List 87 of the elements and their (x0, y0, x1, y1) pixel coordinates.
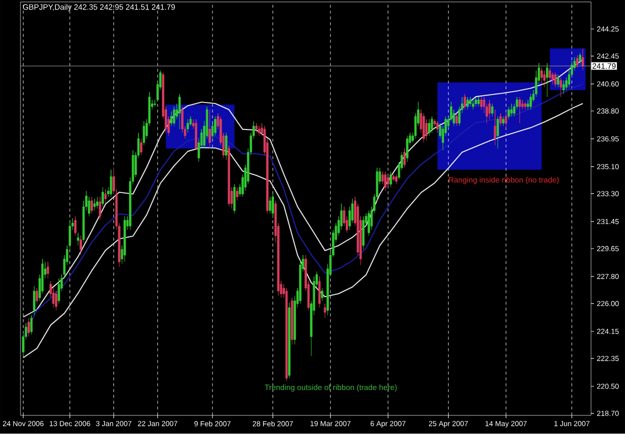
candlestick (288, 302, 290, 379)
candlestick (225, 132, 228, 160)
candlestick (491, 104, 494, 117)
candlestick (318, 276, 321, 308)
candlestick (30, 315, 33, 336)
candlestick (502, 116, 504, 126)
candlestick (508, 106, 510, 120)
candlestick (90, 196, 93, 214)
candlestick (406, 136, 408, 162)
candlestick (96, 196, 98, 209)
candlestick (504, 113, 508, 130)
candlestick (324, 304, 326, 318)
candlestick (390, 171, 392, 188)
candlestick (436, 121, 439, 134)
candlestick (258, 126, 260, 136)
candlestick (546, 62, 548, 98)
candlestick (430, 116, 434, 134)
candlestick (543, 70, 546, 88)
candlestick (93, 198, 96, 211)
candlestick (194, 119, 198, 151)
candlestick (562, 80, 565, 94)
candlestick (455, 113, 458, 126)
candlestick (480, 96, 482, 110)
candlestick (530, 94, 532, 110)
candlestick (466, 96, 469, 110)
candlestick (124, 216, 126, 262)
candlestick (140, 138, 142, 156)
candlestick (496, 116, 499, 149)
candlestick (233, 184, 236, 214)
candlestick (464, 94, 466, 110)
candlestick (384, 171, 386, 192)
candlestick (58, 278, 60, 304)
candlestick (386, 174, 390, 188)
candlestick (285, 288, 288, 382)
candlestick (469, 96, 472, 107)
candlestick (214, 116, 216, 136)
candlestick (368, 210, 370, 236)
candlestick (186, 119, 189, 134)
candlestick (488, 100, 491, 120)
candlestick (510, 104, 513, 117)
candlestick (477, 96, 480, 107)
candlestick (403, 148, 406, 168)
candlestick (582, 48, 584, 71)
line-series (22, 59, 584, 318)
candlestick (172, 106, 176, 126)
candlestick (524, 102, 526, 110)
candlestick (80, 236, 82, 256)
candlestick (255, 123, 258, 134)
candlestick (28, 318, 30, 337)
candlestick (36, 288, 38, 304)
candlestick (422, 113, 425, 143)
candlestick (362, 216, 365, 250)
candlestick (560, 77, 562, 98)
candlestick (228, 145, 230, 208)
candlestick (576, 55, 578, 68)
candlestick (110, 170, 112, 198)
candlestick (540, 68, 543, 85)
candlestick (272, 194, 274, 219)
candlestick (104, 189, 107, 204)
candlestick (548, 68, 552, 81)
candlestick (494, 110, 496, 146)
candlestick (208, 110, 211, 149)
candlestick (321, 288, 324, 302)
candlestick (268, 196, 272, 214)
candlestick (392, 174, 395, 182)
candlestick (46, 262, 50, 279)
candlestick (54, 290, 58, 311)
candlestick (102, 187, 104, 208)
candlestick (578, 53, 582, 66)
candlestick (472, 100, 474, 110)
candlestick (428, 119, 430, 136)
candlestick (299, 258, 302, 304)
candlestick (142, 121, 146, 146)
candlestick (236, 187, 238, 202)
candlestick (98, 196, 102, 221)
candlestick (474, 96, 477, 107)
candlestick (518, 96, 521, 124)
candlestick (178, 94, 181, 130)
candlestick (395, 174, 398, 185)
candlestick (154, 100, 156, 107)
candlestick (290, 298, 294, 345)
candlestick (74, 216, 76, 236)
candlestick (76, 232, 80, 246)
candlestick (499, 113, 502, 126)
candlestick (556, 74, 560, 88)
candlestick (33, 286, 36, 316)
candlestick (554, 72, 557, 88)
